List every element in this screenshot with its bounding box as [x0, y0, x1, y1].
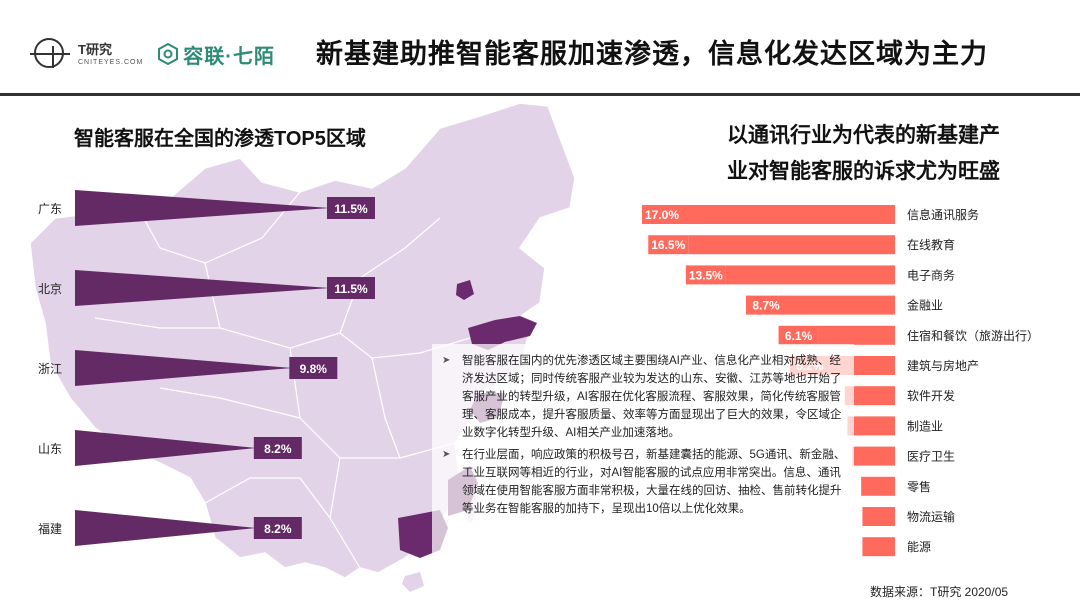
right-title-line-2: 业对智能客服的诉求尤为旺盛	[727, 160, 1000, 183]
right-bar	[844, 386, 895, 406]
left-data-label: 8.2%	[264, 522, 292, 536]
left-category-label: 福建	[38, 521, 62, 536]
left-value-box	[327, 197, 375, 219]
right-category-label: 制造业	[907, 419, 943, 433]
page-title: 新基建助推智能客服加速渗透，信息化发达区域为主力	[316, 39, 988, 69]
right-value-box	[648, 235, 689, 255]
left-category-label: 广东	[38, 202, 62, 216]
right-category-label: 金融业	[907, 298, 943, 313]
right-category-label: 在线教育	[907, 237, 955, 252]
right-data-label: 6.1%	[785, 329, 813, 343]
right-data-label: 16.5%	[651, 238, 685, 252]
partner-name: 容联·七陌	[183, 45, 275, 68]
right-bar	[862, 537, 895, 557]
left-bar	[75, 190, 330, 226]
left-value-box	[253, 437, 302, 459]
right-category-label: 电子商务	[907, 267, 955, 282]
left-bar	[75, 270, 330, 306]
left-chart-title: 智能客服在全国的渗透TOP5区域	[74, 128, 366, 150]
right-bar	[847, 416, 895, 436]
right-value-box	[685, 265, 726, 285]
logo-en: CNITEYES.COM	[78, 58, 144, 66]
logo-cn: T研究	[78, 41, 112, 57]
right-bar	[818, 325, 895, 345]
left-bar	[75, 510, 257, 546]
right-category-label: 软件开发	[907, 388, 955, 403]
beijing-region	[456, 280, 474, 300]
right-data-label: 8.7%	[752, 299, 780, 313]
shandong-region	[468, 316, 537, 350]
bullet-arrow-icon: ➤	[442, 355, 451, 366]
t-research-logo-text: T研究 CNITEYES.COM	[78, 43, 143, 66]
right-bar	[861, 476, 895, 496]
hainan-island	[402, 572, 424, 592]
left-bar	[75, 430, 257, 466]
right-category-label: 医疗卫生	[907, 450, 955, 464]
right-bar-chart: 17.0% 信息通讯服务 16.5% 在线教育 13.5% 电子商务 8.7% 金融业 6.1%…	[642, 205, 1039, 557]
left-bar-chart: 广东 11.5% 北京 11.5% 浙江 9.8% 山东 8.2% 福建 8.2%	[38, 190, 375, 546]
right-bar	[785, 295, 895, 315]
right-bar	[725, 265, 895, 285]
right-value-box	[642, 205, 682, 224]
bullet-arrow-icon: ➤	[442, 449, 451, 460]
right-data-label: 17.0%	[645, 208, 679, 222]
data-source: 数据来源：T研究 2020/05	[870, 585, 1009, 599]
left-category-label: 山东	[38, 442, 62, 456]
left-data-label: 11.5%	[334, 282, 368, 296]
header-logos: T研究 CNITEYES.COM 容联·七陌	[30, 26, 275, 82]
note-item: ➤ 在行业层面，响应政策的积极号召，新基建囊括的能源、5G通讯、新金融、工业互联…	[442, 446, 846, 518]
right-bar	[688, 235, 895, 255]
left-data-label: 9.8%	[300, 362, 328, 376]
left-category-label: 浙江	[38, 362, 62, 376]
right-category-label: 建筑与房地产	[907, 358, 979, 373]
right-chart-title: 以通讯行业为代表的新基建产 业对智能客服的诉求尤为旺盛	[727, 118, 1000, 190]
right-category-label: 零售	[907, 479, 931, 494]
left-data-label: 11.5%	[334, 202, 368, 216]
note-item: ➤ 智能客服在国内的优先渗透区域主要围绕AI产业、信息化产业相对成熟、经济发达区…	[442, 352, 846, 442]
note-text: 智能客服在国内的优先渗透区域主要围绕AI产业、信息化产业相对成熟、经济发达区域；…	[462, 355, 842, 439]
left-category-label: 北京	[38, 282, 62, 296]
right-category-label: 住宿和餐饮（旅游出行）	[907, 328, 1039, 343]
right-category-label: 能源	[907, 540, 931, 554]
left-value-box	[289, 357, 338, 379]
right-title-line-1: 以通讯行业为代表的新基建产	[727, 124, 1000, 147]
t-research-logo-icon	[30, 34, 70, 74]
left-data-label: 8.2%	[264, 442, 292, 456]
right-bar	[862, 507, 895, 526]
right-category-label: 物流运输	[907, 509, 955, 524]
header-divider	[0, 93, 1080, 96]
partner-logo: 容联·七陌	[157, 40, 275, 69]
left-value-box	[327, 277, 375, 299]
right-value-box	[745, 295, 786, 315]
right-data-label: 13.5%	[689, 268, 723, 282]
right-value-box	[778, 325, 819, 345]
notes-box: ➤ 智能客服在国内的优先渗透区域主要围绕AI产业、信息化产业相对成熟、经济发达区…	[432, 344, 854, 576]
right-bar	[682, 205, 895, 224]
right-bar	[852, 446, 895, 466]
partner-hexagon-icon	[158, 43, 179, 65]
left-value-box	[253, 517, 302, 539]
left-bar	[75, 350, 293, 386]
right-category-label: 信息通讯服务	[907, 207, 979, 222]
note-text: 在行业层面，响应政策的积极号召，新基建囊括的能源、5G通讯、新金融、工业互联网等…	[462, 449, 846, 515]
